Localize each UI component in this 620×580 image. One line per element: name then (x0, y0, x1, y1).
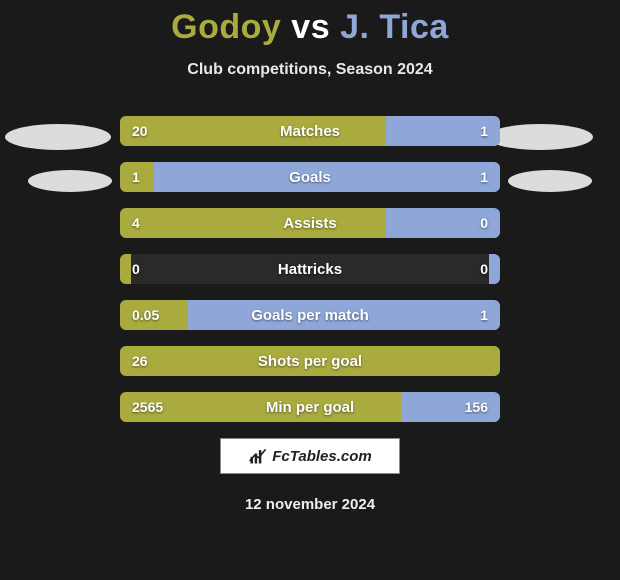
stat-row: 11Goals (120, 162, 500, 192)
player1-name: Godoy (171, 8, 281, 46)
chart-icon (248, 446, 268, 466)
stat-label: Shots per goal (120, 346, 500, 376)
player2-name: J. Tica (340, 8, 449, 46)
subtitle: Club competitions, Season 2024 (0, 61, 620, 79)
decorative-ellipse (28, 170, 112, 192)
stat-label: Matches (120, 116, 500, 146)
decorative-ellipse (487, 124, 593, 150)
brand-text: FcTables.com (272, 448, 371, 465)
stat-rows: 201Matches 11Goals 40Assists 00Hattricks 0.0… (120, 116, 500, 422)
comparison-title: Godoy vs J. Tica (0, 0, 620, 47)
stat-row: 201Matches (120, 116, 500, 146)
stat-row: 0.051Goals per match (120, 300, 500, 330)
stat-label: Hattricks (120, 254, 500, 284)
stat-row: 2565156Min per goal (120, 392, 500, 422)
stat-row: 26Shots per goal (120, 346, 500, 376)
date-label: 12 november 2024 (0, 496, 620, 513)
chart-area: 201Matches 11Goals 40Assists 00Hattricks 0.0… (0, 116, 620, 513)
vs-separator: vs (291, 8, 330, 46)
brand-badge: FcTables.com (220, 438, 400, 474)
stat-row: 00Hattricks (120, 254, 500, 284)
stat-row: 40Assists (120, 208, 500, 238)
decorative-ellipse (5, 124, 111, 150)
stat-label: Assists (120, 208, 500, 238)
decorative-ellipse (508, 170, 592, 192)
stat-label: Goals (120, 162, 500, 192)
stat-label: Min per goal (120, 392, 500, 422)
stat-label: Goals per match (120, 300, 500, 330)
